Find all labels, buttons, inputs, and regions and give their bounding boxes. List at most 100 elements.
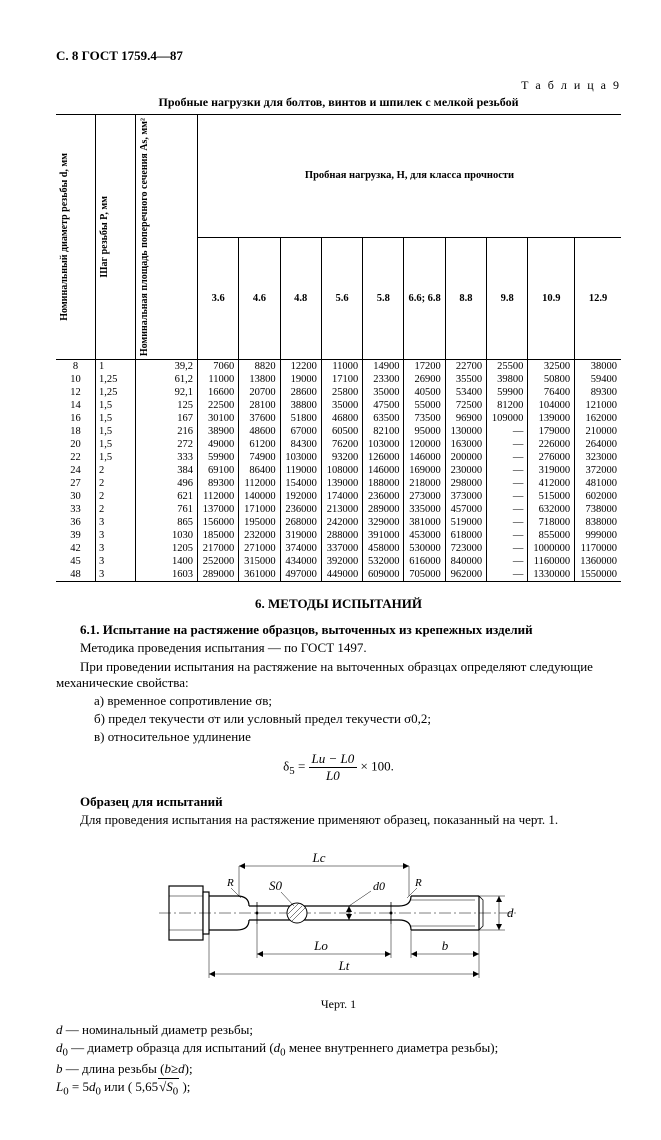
- cell-load: 89300: [575, 386, 621, 399]
- cell-load: 392000: [321, 555, 362, 568]
- cell-load: 497000: [280, 568, 321, 582]
- cell-a: 272: [136, 438, 198, 451]
- cell-a: 865: [136, 516, 198, 529]
- cell-load: 156000: [198, 516, 239, 529]
- cell-load: 174000: [321, 490, 362, 503]
- cell-load: 195000: [239, 516, 280, 529]
- cell-p: 3: [96, 516, 136, 529]
- cell-load: 8820: [239, 360, 280, 374]
- cell-load: 319000: [280, 529, 321, 542]
- cell-p: 3: [96, 542, 136, 555]
- cell-a: 384: [136, 464, 198, 477]
- cell-load: 146000: [363, 464, 404, 477]
- cell-load: 323000: [575, 451, 621, 464]
- cell-load: 59900: [198, 451, 239, 464]
- cell-load: 188000: [363, 477, 404, 490]
- cell-load: 7060: [198, 360, 239, 374]
- cell-load: 449000: [321, 568, 362, 582]
- cell-load: 38900: [198, 425, 239, 438]
- cell-load: 49000: [198, 438, 239, 451]
- cell-load: 37600: [239, 412, 280, 425]
- table-number: Т а б л и ц а 9: [56, 78, 621, 93]
- formula-delta5: δ5 = Lu − L0L0 × 100.: [56, 751, 621, 784]
- cell-load: 213000: [321, 503, 362, 516]
- cell-p: 1,5: [96, 425, 136, 438]
- cell-p: 1,25: [96, 373, 136, 386]
- cell-d: 10: [56, 373, 96, 386]
- cell-load: 335000: [404, 503, 445, 516]
- cell-load: 26900: [404, 373, 445, 386]
- cell-load: 200000: [445, 451, 486, 464]
- cell-load: 315000: [239, 555, 280, 568]
- cell-load: 163000: [445, 438, 486, 451]
- cell-load: 329000: [363, 516, 404, 529]
- cell-p: 2: [96, 477, 136, 490]
- col-p: Шаг резьбы P, мм: [99, 194, 110, 279]
- cell-load: 11000: [198, 373, 239, 386]
- cell-load: —: [487, 542, 528, 555]
- cell-load: 55000: [404, 399, 445, 412]
- clause-6-1-line2: При проведении испытания на растяжение н…: [56, 659, 621, 692]
- cell-p: 3: [96, 568, 136, 582]
- cell-load: 434000: [280, 555, 321, 568]
- cell-d: 16: [56, 412, 96, 425]
- cell-load: 1160000: [528, 555, 575, 568]
- cell-p: 1: [96, 360, 136, 374]
- cell-load: 1330000: [528, 568, 575, 582]
- cell-load: 1170000: [575, 542, 621, 555]
- cell-p: 2: [96, 464, 136, 477]
- cell-load: 40500: [404, 386, 445, 399]
- cell-load: 108000: [321, 464, 362, 477]
- cell-a: 333: [136, 451, 198, 464]
- cell-load: 374000: [280, 542, 321, 555]
- cell-p: 1,25: [96, 386, 136, 399]
- svg-text:d: d: [507, 905, 514, 920]
- svg-text:R: R: [226, 877, 234, 889]
- cell-load: 32500: [528, 360, 575, 374]
- cell-load: 457000: [445, 503, 486, 516]
- class-col: 4.8: [280, 237, 321, 360]
- cell-load: 14900: [363, 360, 404, 374]
- class-col: 10.9: [528, 237, 575, 360]
- cell-a: 39,2: [136, 360, 198, 374]
- cell-load: —: [487, 464, 528, 477]
- cell-load: 22500: [198, 399, 239, 412]
- cell-load: 217000: [198, 542, 239, 555]
- cell-load: 137000: [198, 503, 239, 516]
- cell-load: 264000: [575, 438, 621, 451]
- cell-load: 519000: [445, 516, 486, 529]
- section-6-title: 6. МЕТОДЫ ИСПЫТАНИЙ: [56, 596, 621, 612]
- cell-load: 23300: [363, 373, 404, 386]
- cell-load: 53400: [445, 386, 486, 399]
- cell-load: 48600: [239, 425, 280, 438]
- cell-load: 453000: [404, 529, 445, 542]
- cell-d: 45: [56, 555, 96, 568]
- cell-p: 1,5: [96, 451, 136, 464]
- cell-load: 76400: [528, 386, 575, 399]
- cell-load: 481000: [575, 477, 621, 490]
- load-table: Номинальный диаметр резьбы d, мм Шаг рез…: [56, 114, 621, 582]
- cell-load: 298000: [445, 477, 486, 490]
- cell-d: 33: [56, 503, 96, 516]
- cell-load: 69100: [198, 464, 239, 477]
- cell-load: 242000: [321, 516, 362, 529]
- cell-load: 372000: [575, 464, 621, 477]
- cell-load: 705000: [404, 568, 445, 582]
- cell-a: 496: [136, 477, 198, 490]
- cell-load: 35500: [445, 373, 486, 386]
- cell-load: 373000: [445, 490, 486, 503]
- cell-load: 51800: [280, 412, 321, 425]
- cell-load: 11000: [321, 360, 362, 374]
- cell-load: —: [487, 516, 528, 529]
- cell-load: 35000: [321, 399, 362, 412]
- cell-d: 20: [56, 438, 96, 451]
- svg-text:d0: d0: [373, 879, 385, 893]
- cell-a: 1030: [136, 529, 198, 542]
- cell-load: 112000: [239, 477, 280, 490]
- cell-load: 840000: [445, 555, 486, 568]
- item-b: б) предел текучести σт или условный пред…: [94, 711, 621, 727]
- cell-load: 35000: [363, 386, 404, 399]
- cell-load: 609000: [363, 568, 404, 582]
- cell-load: —: [487, 555, 528, 568]
- cell-load: 96900: [445, 412, 486, 425]
